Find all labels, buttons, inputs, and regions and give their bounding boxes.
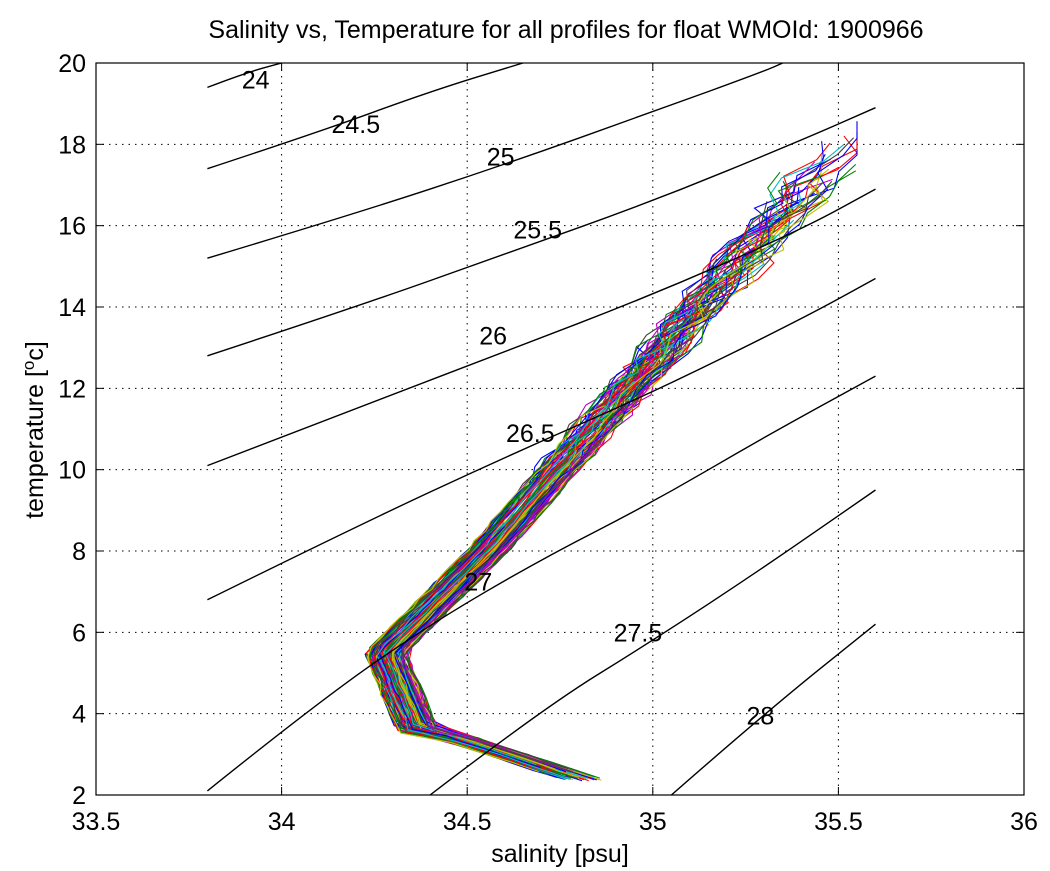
profile-line	[392, 198, 794, 770]
density-contours	[206, 63, 876, 795]
chart-title: Salinity vs, Temperature for all profile…	[208, 16, 923, 44]
y-tick-label: 8	[72, 538, 86, 566]
profile-line	[373, 225, 749, 773]
y-axis-label: temperature [oc]	[19, 341, 49, 519]
contour-label-25.5: 25.5	[513, 217, 562, 245]
y-axis-label-end: c]	[21, 341, 49, 360]
profile-line	[391, 254, 757, 773]
density-contour-28	[670, 623, 876, 795]
contour-label-24: 24	[242, 66, 270, 94]
profile-line	[367, 405, 605, 773]
y-tick-label: 18	[58, 131, 86, 159]
profile-line	[373, 258, 718, 780]
y-tick-label: 2	[72, 782, 86, 810]
density-contour-24.5	[207, 63, 524, 170]
y-tick-labels: 2 4 6 8 10 12 14 16 18 20	[58, 50, 86, 810]
x-tick-label: 34	[268, 808, 296, 836]
profile-line	[385, 380, 636, 766]
profile-line	[365, 523, 533, 770]
y-tick-label: 12	[58, 375, 86, 403]
x-axis-label: salinity [psu]	[491, 840, 629, 868]
profile-line	[381, 354, 659, 772]
profile-line	[403, 499, 569, 770]
density-contour-26	[207, 188, 876, 467]
contour-label-26: 26	[479, 322, 507, 350]
y-axis-label-main: temperature [	[21, 370, 49, 519]
x-tick-labels: 33.5 34 34.5 35 35.5 36	[72, 808, 1038, 836]
density-contour-24	[207, 63, 282, 89]
density-contour-25	[207, 63, 783, 259]
y-tick-label: 14	[58, 294, 86, 322]
profile-lines	[364, 121, 858, 782]
density-contour-27	[206, 375, 876, 792]
contour-label-25: 25	[487, 144, 515, 172]
profile-line	[369, 474, 536, 764]
profile-line	[390, 361, 657, 768]
plot-frame	[95, 62, 1025, 796]
profile-line	[376, 187, 800, 768]
y-tick-label: 20	[58, 50, 86, 78]
contour-label-28: 28	[747, 703, 775, 731]
x-tick-label: 34.5	[443, 808, 492, 836]
profile-line	[369, 171, 781, 776]
profile-line	[378, 526, 541, 769]
profile-line	[386, 324, 695, 776]
plot-area	[96, 63, 1024, 795]
contour-label-27.5: 27.5	[614, 619, 663, 647]
profile-line	[402, 382, 653, 773]
x-tick-label: 35	[639, 808, 667, 836]
y-tick-label: 16	[58, 213, 86, 241]
profile-line	[401, 180, 833, 774]
axis-ticks	[95, 62, 1025, 796]
profile-line	[376, 309, 692, 780]
y-tick-label: 4	[72, 701, 86, 729]
contour-label-27: 27	[464, 569, 492, 597]
density-contour-labels: 24 24.5 25 25.5 26 26.5 27 27.5 28	[242, 66, 775, 730]
density-contour-27.5	[429, 489, 876, 795]
density-contour-25.5	[207, 107, 876, 357]
y-tick-label: 10	[58, 457, 86, 485]
y-axis-label-superscript: o	[19, 361, 38, 370]
x-tick-label: 36	[1010, 808, 1038, 836]
density-contour-26.5	[207, 277, 876, 601]
profile-line	[385, 174, 824, 780]
y-tick-label: 6	[72, 619, 86, 647]
contour-label-26.5: 26.5	[506, 420, 555, 448]
x-tick-label: 33.5	[72, 808, 121, 836]
contour-label-24.5: 24.5	[332, 111, 381, 139]
x-tick-label: 35.5	[814, 808, 863, 836]
